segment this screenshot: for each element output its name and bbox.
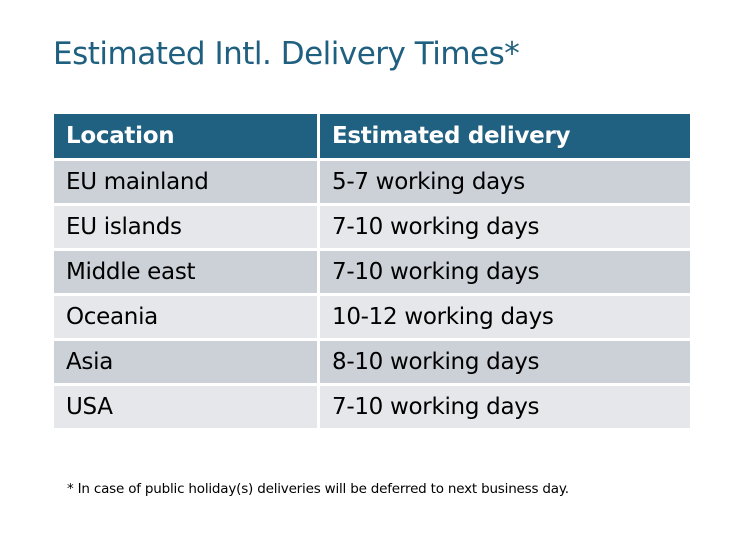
location-cell: Oceania bbox=[54, 296, 317, 338]
delivery-cell: 7-10 working days bbox=[320, 386, 690, 428]
location-cell: USA bbox=[54, 386, 317, 428]
delivery-cell: 7-10 working days bbox=[320, 251, 690, 293]
delivery-times-table: Location Estimated delivery EU mainland 5… bbox=[51, 111, 693, 431]
delivery-cell: 5-7 working days bbox=[320, 161, 690, 203]
location-cell: EU islands bbox=[54, 206, 317, 248]
table-header-row: Location Estimated delivery bbox=[54, 114, 690, 158]
table-row: EU mainland 5-7 working days bbox=[54, 161, 690, 203]
footnote: * In case of public holiday(s) deliverie… bbox=[67, 481, 569, 497]
table-row: Oceania 10-12 working days bbox=[54, 296, 690, 338]
location-cell: Middle east bbox=[54, 251, 317, 293]
delivery-cell: 8-10 working days bbox=[320, 341, 690, 383]
column-header-estimated-delivery: Estimated delivery bbox=[320, 114, 690, 158]
delivery-cell: 7-10 working days bbox=[320, 206, 690, 248]
location-cell: Asia bbox=[54, 341, 317, 383]
delivery-cell: 10-12 working days bbox=[320, 296, 690, 338]
location-cell: EU mainland bbox=[54, 161, 317, 203]
column-header-location: Location bbox=[54, 114, 317, 158]
table-row: Middle east 7-10 working days bbox=[54, 251, 690, 293]
table-row: Asia 8-10 working days bbox=[54, 341, 690, 383]
table-row: USA 7-10 working days bbox=[54, 386, 690, 428]
page-title: Estimated Intl. Delivery Times* bbox=[53, 36, 520, 72]
table-row: EU islands 7-10 working days bbox=[54, 206, 690, 248]
